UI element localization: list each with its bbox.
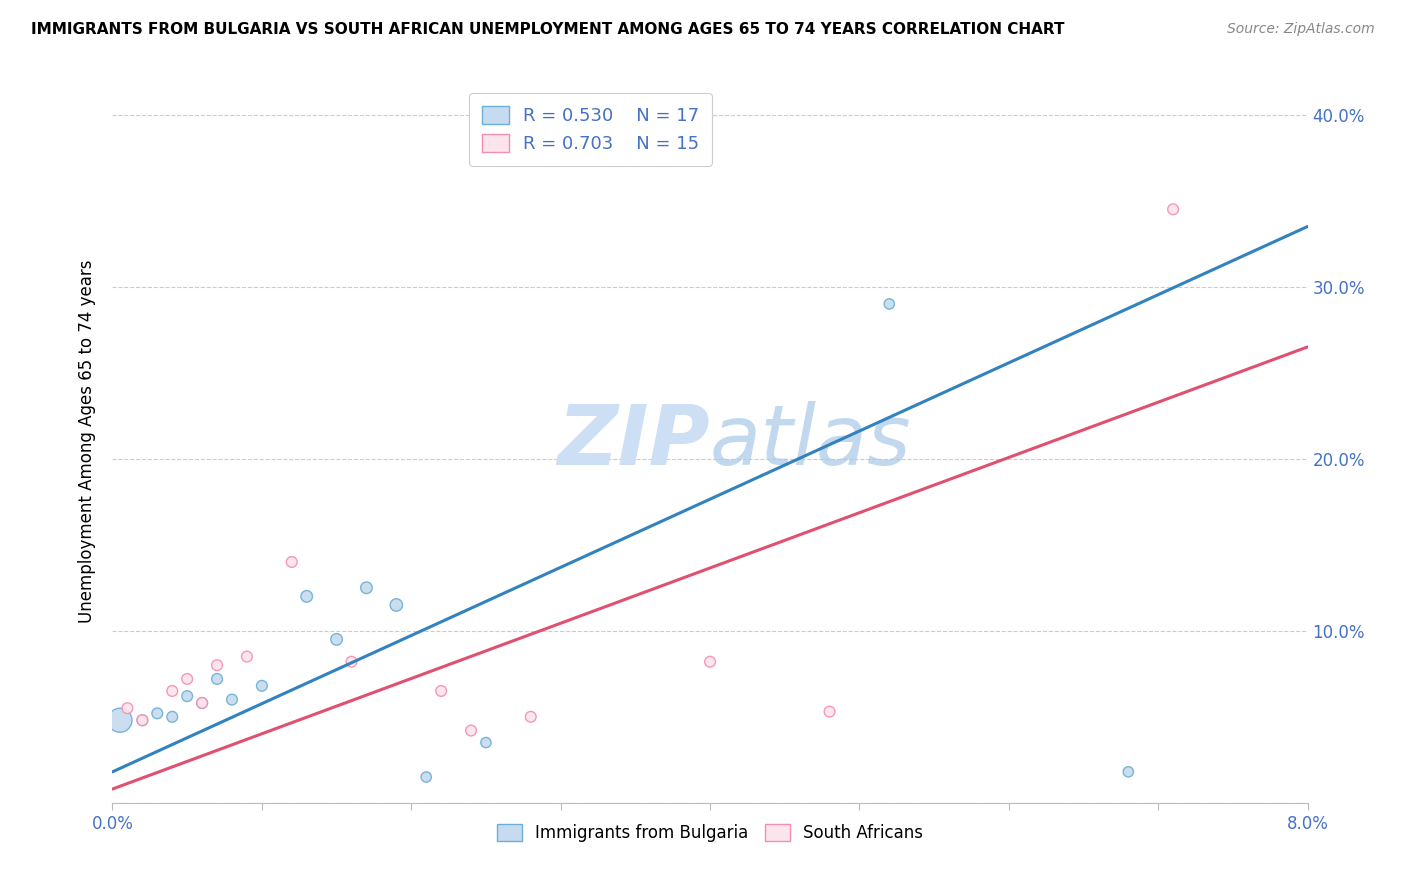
Point [176,672,198,686]
Point [176,689,198,703]
Point [281,555,304,569]
Point [236,649,259,664]
Point [1118,764,1140,779]
Point [818,705,841,719]
Point [117,701,139,715]
Point [415,770,437,784]
Point [162,684,183,698]
Point [162,710,183,724]
Point [340,655,363,669]
Point [146,706,169,721]
Point [1161,202,1184,217]
Point [205,658,228,673]
Text: Source: ZipAtlas.com: Source: ZipAtlas.com [1227,22,1375,37]
Text: IMMIGRANTS FROM BULGARIA VS SOUTH AFRICAN UNEMPLOYMENT AMONG AGES 65 TO 74 YEARS: IMMIGRANTS FROM BULGARIA VS SOUTH AFRICA… [31,22,1064,37]
Point [191,696,214,710]
Text: ZIP: ZIP [557,401,710,482]
Point [475,735,498,749]
Point [191,696,214,710]
Point [295,590,318,604]
Point [131,713,153,727]
Point [699,655,721,669]
Text: atlas: atlas [710,401,911,482]
Point [250,679,273,693]
Y-axis label: Unemployment Among Ages 65 to 74 years: Unemployment Among Ages 65 to 74 years [77,260,96,624]
Legend: Immigrants from Bulgaria, South Africans: Immigrants from Bulgaria, South Africans [491,817,929,848]
Point [205,672,228,686]
Point [385,598,408,612]
Point [460,723,482,738]
Point [108,713,131,727]
Point [221,692,243,706]
Point [430,684,453,698]
Point [131,713,153,727]
Point [520,710,543,724]
Point [356,581,378,595]
Point [325,632,347,647]
Point [877,297,901,311]
